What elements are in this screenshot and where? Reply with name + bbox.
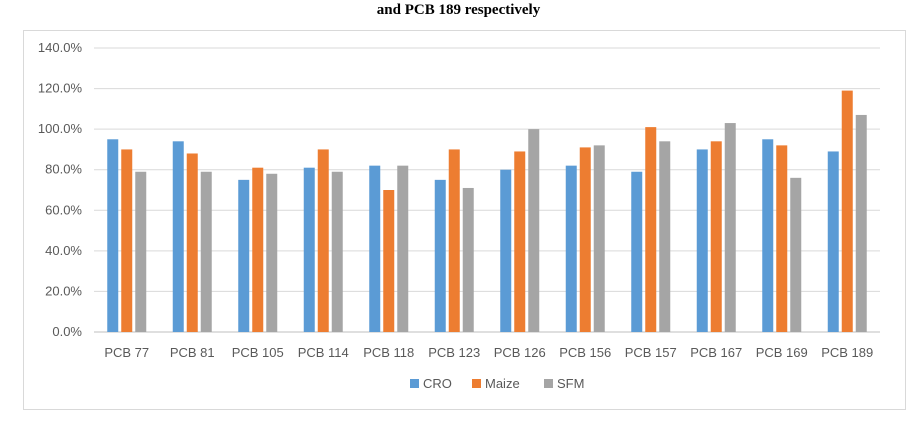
y-tick-label: 80.0% <box>45 162 82 177</box>
bar-maize-pcb-81 <box>186 153 198 332</box>
y-axis-ticks: 0.0% 20.0% 40.0% 60.0% 80.0% 100.0% 120.0% 140.… <box>38 40 83 339</box>
bar-sfm-pcb-157 <box>659 141 671 332</box>
bar-sfm-pcb-126 <box>528 129 540 332</box>
bar-cro-pcb-123 <box>434 179 446 332</box>
x-tick-label: PCB 156 <box>559 345 611 360</box>
legend-label-maize: Maize <box>485 376 520 391</box>
y-tick-label: 120.0% <box>38 81 83 96</box>
y-tick-label: 60.0% <box>45 202 82 217</box>
bar-sfm-pcb-169 <box>790 177 802 332</box>
bar-cro-pcb-114 <box>303 167 315 332</box>
legend-swatch-maize <box>472 379 481 388</box>
bar-maize-pcb-123 <box>448 149 460 332</box>
bar-sfm-pcb-189 <box>855 114 867 332</box>
bar-cro-pcb-81 <box>172 141 184 332</box>
x-tick-label: PCB 77 <box>104 345 149 360</box>
bar-cro-pcb-77 <box>107 139 119 332</box>
bar-maize-pcb-114 <box>317 149 329 332</box>
bar-sfm-pcb-118 <box>397 165 409 332</box>
x-tick-label: PCB 123 <box>428 345 480 360</box>
bar-cro-pcb-105 <box>238 179 250 332</box>
bar-sfm-pcb-114 <box>331 171 343 332</box>
x-tick-label: PCB 157 <box>625 345 677 360</box>
bar-sfm-pcb-81 <box>200 171 212 332</box>
y-tick-label: 140.0% <box>38 40 83 55</box>
x-tick-label: PCB 81 <box>170 345 215 360</box>
bar-cro-pcb-157 <box>631 171 643 332</box>
bar-sfm-pcb-167 <box>724 123 736 332</box>
y-tick-label: 0.0% <box>52 324 82 339</box>
gridlines <box>94 47 880 333</box>
bar-maize-pcb-157 <box>645 127 657 332</box>
bar-maize-pcb-189 <box>841 90 853 332</box>
y-tick-label: 40.0% <box>45 243 82 258</box>
bar-maize-pcb-169 <box>776 145 788 332</box>
bar-sfm-pcb-77 <box>135 171 147 332</box>
legend-label-cro: CRO <box>423 376 452 391</box>
bars <box>107 90 867 332</box>
x-tick-label: PCB 169 <box>756 345 808 360</box>
bar-cro-pcb-156 <box>565 165 577 332</box>
x-tick-label: PCB 105 <box>232 345 284 360</box>
bar-sfm-pcb-156 <box>593 145 605 332</box>
legend-swatch-sfm <box>544 379 553 388</box>
x-tick-label: PCB 126 <box>494 345 546 360</box>
figure-caption: and PCB 189 respectively <box>376 2 541 18</box>
bar-maize-pcb-105 <box>252 167 264 332</box>
bar-maize-pcb-167 <box>710 141 722 332</box>
bar-cro-pcb-169 <box>762 139 774 332</box>
bar-sfm-pcb-105 <box>266 173 278 332</box>
legend-label-sfm: SFM <box>557 376 584 391</box>
bar-maize-pcb-118 <box>383 190 395 332</box>
legend: CRO Maize SFM <box>410 376 584 391</box>
bar-maize-pcb-126 <box>514 151 526 332</box>
bar-cro-pcb-126 <box>500 169 512 332</box>
bar-cro-pcb-167 <box>696 149 708 332</box>
bar-maize-pcb-156 <box>579 147 591 332</box>
legend-swatch-cro <box>410 379 419 388</box>
x-axis-ticks: PCB 77 PCB 81 PCB 105 PCB 114 PCB 118 PCB 123… <box>104 345 873 360</box>
x-tick-label: PCB 167 <box>690 345 742 360</box>
bar-cro-pcb-189 <box>827 151 839 332</box>
x-tick-label: PCB 114 <box>298 345 349 360</box>
y-tick-label: 100.0% <box>38 121 83 136</box>
y-tick-label: 20.0% <box>45 283 82 298</box>
bar-sfm-pcb-123 <box>462 187 474 332</box>
x-tick-label: PCB 118 <box>363 345 414 360</box>
bar-maize-pcb-77 <box>121 149 133 332</box>
x-tick-label: PCB 189 <box>821 345 873 360</box>
bar-cro-pcb-118 <box>369 165 381 332</box>
